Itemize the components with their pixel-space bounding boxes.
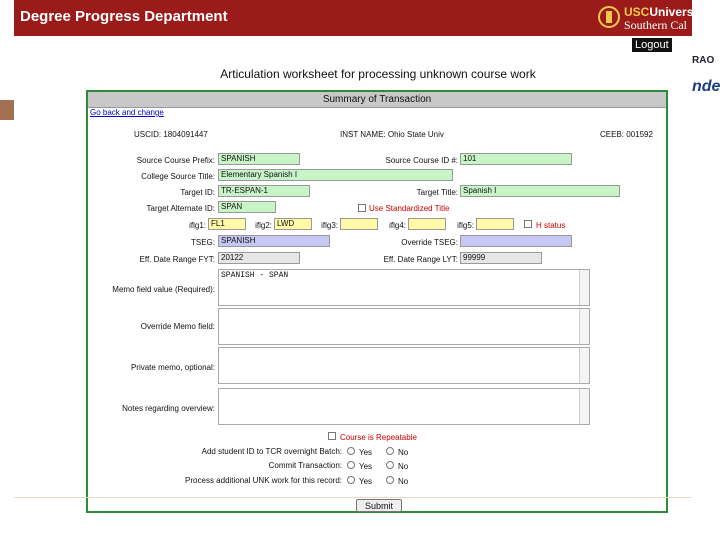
private-memo-scrollbar[interactable] <box>579 348 589 383</box>
process-label: Process additional UNK work for this rec… <box>185 476 342 485</box>
iflg5-label: iflg5: <box>457 221 474 230</box>
edge-logo-text-1: RAO <box>692 55 715 66</box>
memo-textarea[interactable]: SPANISH - SPAN <box>218 269 590 306</box>
iflg5-input[interactable] <box>476 218 514 230</box>
source-id-label: Source Course ID #: <box>385 156 458 165</box>
decorative-block <box>0 100 14 120</box>
memo-label: Memo field value (Required): <box>112 285 215 294</box>
page-heading: Articulation worksheet for processing un… <box>220 67 536 81</box>
source-prefix-label: Source Course Prefix: <box>136 156 215 165</box>
target-id-input[interactable]: TR-ESPAN-1 <box>218 185 310 197</box>
eff-fyt-input[interactable]: 20122 <box>218 252 300 264</box>
tseg-label: TSEG: <box>190 238 215 247</box>
summary-panel: Summary of Transaction Go back and chang… <box>86 90 668 513</box>
summary-title: Summary of Transaction <box>88 92 666 108</box>
memo-scrollbar[interactable] <box>579 270 589 305</box>
usc-logo: USCUniversi Southern Cal <box>598 3 697 33</box>
commit-yes-radio[interactable] <box>347 461 355 469</box>
notes-textarea[interactable] <box>218 388 590 425</box>
iflg4-input[interactable] <box>408 218 446 230</box>
override-tseg-input[interactable] <box>460 235 572 247</box>
target-title-input[interactable]: Spanish I <box>460 185 620 197</box>
add-student-label: Add student ID to TCR overnight Batch: <box>201 447 342 456</box>
source-id-input[interactable]: 101 <box>460 153 572 165</box>
tseg-input[interactable]: SPANISH <box>218 235 330 247</box>
use-standardized-title-checkbox[interactable] <box>358 204 366 212</box>
h-status-checkbox[interactable] <box>524 220 532 228</box>
department-title: Degree Progress Department <box>20 8 228 25</box>
go-back-link[interactable]: Go back and change <box>90 108 164 117</box>
iflg1-label: iflg1: <box>189 221 206 230</box>
college-title-label: College Source Title: <box>141 172 215 181</box>
override-memo-label: Override Memo field: <box>140 322 215 331</box>
iflg1-input[interactable]: FL1 <box>208 218 246 230</box>
override-tseg-label: Override TSEG: <box>401 238 458 247</box>
iflg3-input[interactable] <box>340 218 378 230</box>
inst-name-text: INST NAME: Ohio State Univ <box>340 130 444 139</box>
use-standardized-title-label: Use Standardized Title <box>369 204 450 213</box>
iflg2-input[interactable]: LWD <box>274 218 312 230</box>
private-memo-label: Private memo, optional: <box>130 363 215 372</box>
submit-button[interactable]: Submit <box>356 499 402 512</box>
app-header: Degree Progress Department <box>14 0 692 36</box>
edge-logo-text-2: nde <box>692 78 720 95</box>
private-memo-textarea[interactable] <box>218 347 590 384</box>
divider-line <box>14 497 692 498</box>
target-id-label: Target ID: <box>180 188 215 197</box>
commit-label: Commit Transaction: <box>268 461 342 470</box>
override-memo-textarea[interactable] <box>218 308 590 345</box>
course-repeatable-checkbox[interactable] <box>328 432 336 440</box>
process-no-radio[interactable] <box>386 476 394 484</box>
course-repeatable-label: Course is Repeatable <box>340 433 417 442</box>
eff-lyt-input[interactable]: 99999 <box>460 252 542 264</box>
target-title-label: Target Title: <box>416 188 458 197</box>
usc-seal-icon <box>598 6 620 28</box>
uscid-text: USCID: 1804091447 <box>134 130 208 139</box>
iflg2-label: iflg2: <box>255 221 272 230</box>
commit-no-radio[interactable] <box>386 461 394 469</box>
target-alt-label: Target Alternate ID: <box>146 204 215 213</box>
iflg4-label: iflg4: <box>389 221 406 230</box>
notes-scrollbar[interactable] <box>579 389 589 424</box>
iflg3-label: iflg3: <box>321 221 338 230</box>
eff-fyt-label: Eff. Date Range FYT: <box>139 255 215 264</box>
ceeb-text: CEEB: 001592 <box>600 130 653 139</box>
add-student-yes-radio[interactable] <box>347 447 355 455</box>
notes-label: Notes regarding overview: <box>122 404 215 413</box>
eff-lyt-label: Eff. Date Range LYT: <box>383 255 458 264</box>
h-status-label: H status <box>536 221 566 230</box>
target-alt-input[interactable]: SPAN <box>218 201 276 213</box>
logout-button[interactable]: Logout <box>632 38 672 52</box>
source-prefix-input[interactable]: SPANISH <box>218 153 300 165</box>
process-yes-radio[interactable] <box>347 476 355 484</box>
add-student-no-radio[interactable] <box>386 447 394 455</box>
override-memo-scrollbar[interactable] <box>579 309 589 344</box>
college-title-input[interactable]: Elementary Spanish I <box>218 169 453 181</box>
